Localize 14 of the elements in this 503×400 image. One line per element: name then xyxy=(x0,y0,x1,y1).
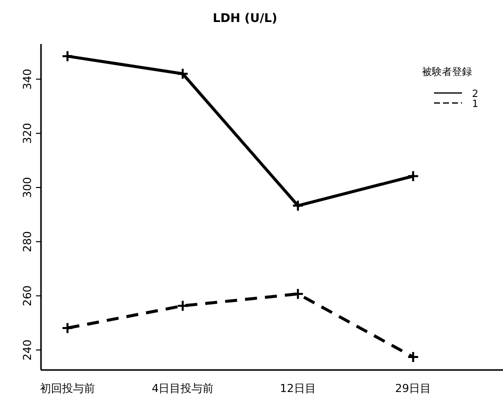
y-tick-label: 320 xyxy=(21,122,34,144)
chart-title: LDH (U/L) xyxy=(212,11,278,25)
x-tick-label: 12日目 xyxy=(280,382,316,395)
legend-title: 被験者登録 xyxy=(422,66,472,78)
x-tick-label: 初回投与前 xyxy=(40,382,95,395)
y-tick-label: 240 xyxy=(21,339,34,360)
y-tick-label: 300 xyxy=(21,177,34,198)
y-tick-label: 340 xyxy=(21,68,34,90)
x-tick-label: 29日目 xyxy=(395,382,432,395)
y-tick-label: 280 xyxy=(21,231,34,252)
y-tick-label: 260 xyxy=(21,285,34,306)
x-tick-label: 4日目投与前 xyxy=(152,382,214,395)
legend-label: 1 xyxy=(472,99,478,110)
legend-label: 2 xyxy=(472,89,478,100)
